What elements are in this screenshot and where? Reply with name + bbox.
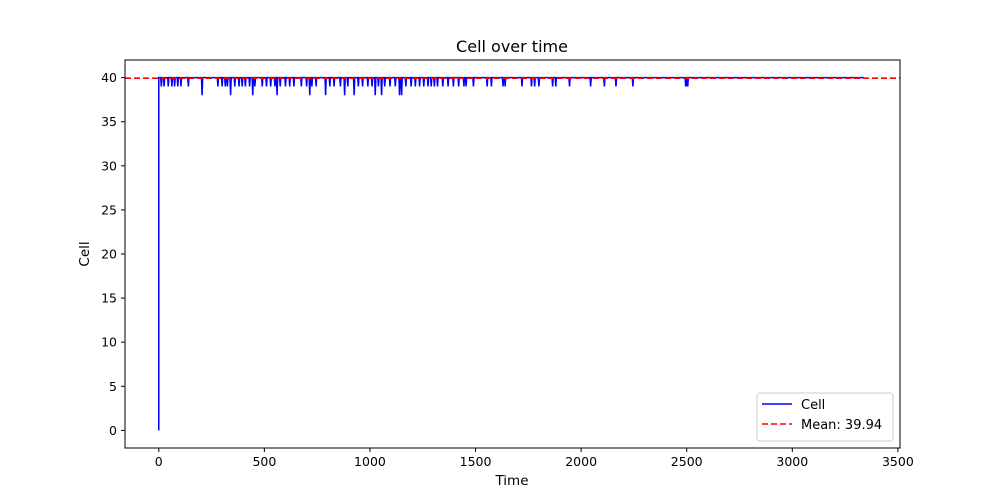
y-tick-label: 40 [101, 70, 117, 85]
legend-box [756, 392, 894, 442]
x-axis-ticks: 0 500 1000 1500 2000 2500 3000 3500 [155, 448, 914, 469]
x-tick-label: 1000 [354, 454, 386, 469]
y-tick-label: 0 [109, 423, 117, 438]
x-axis-label: Time [494, 473, 528, 489]
chart-title: Cell over time [456, 37, 568, 56]
y-tick-label: 25 [101, 202, 117, 217]
y-tick-label: 20 [101, 247, 117, 262]
series-layer [125, 76, 900, 431]
y-tick-label: 15 [101, 291, 117, 306]
x-tick-label: 0 [155, 454, 163, 469]
x-tick-label: 2500 [671, 454, 703, 469]
x-tick-label: 3500 [882, 454, 914, 469]
legend: Cell Mean: 39.94 [756, 392, 894, 442]
x-tick-label: 500 [252, 454, 276, 469]
plot-area [125, 76, 900, 431]
y-axis-label: Cell [77, 241, 93, 266]
x-tick-label: 1500 [460, 454, 492, 469]
y-axis-ticks: 0 5 10 15 20 25 30 35 40 [101, 70, 125, 438]
x-tick-label: 2000 [565, 454, 597, 469]
y-tick-label: 35 [101, 114, 117, 129]
legend-label-cell: Cell [801, 398, 825, 413]
y-tick-label: 10 [101, 335, 117, 350]
x-tick-label: 3000 [776, 454, 808, 469]
y-tick-label: 5 [109, 379, 117, 394]
y-tick-label: 30 [101, 158, 117, 173]
legend-label-mean: Mean: 39.94 [801, 418, 882, 433]
